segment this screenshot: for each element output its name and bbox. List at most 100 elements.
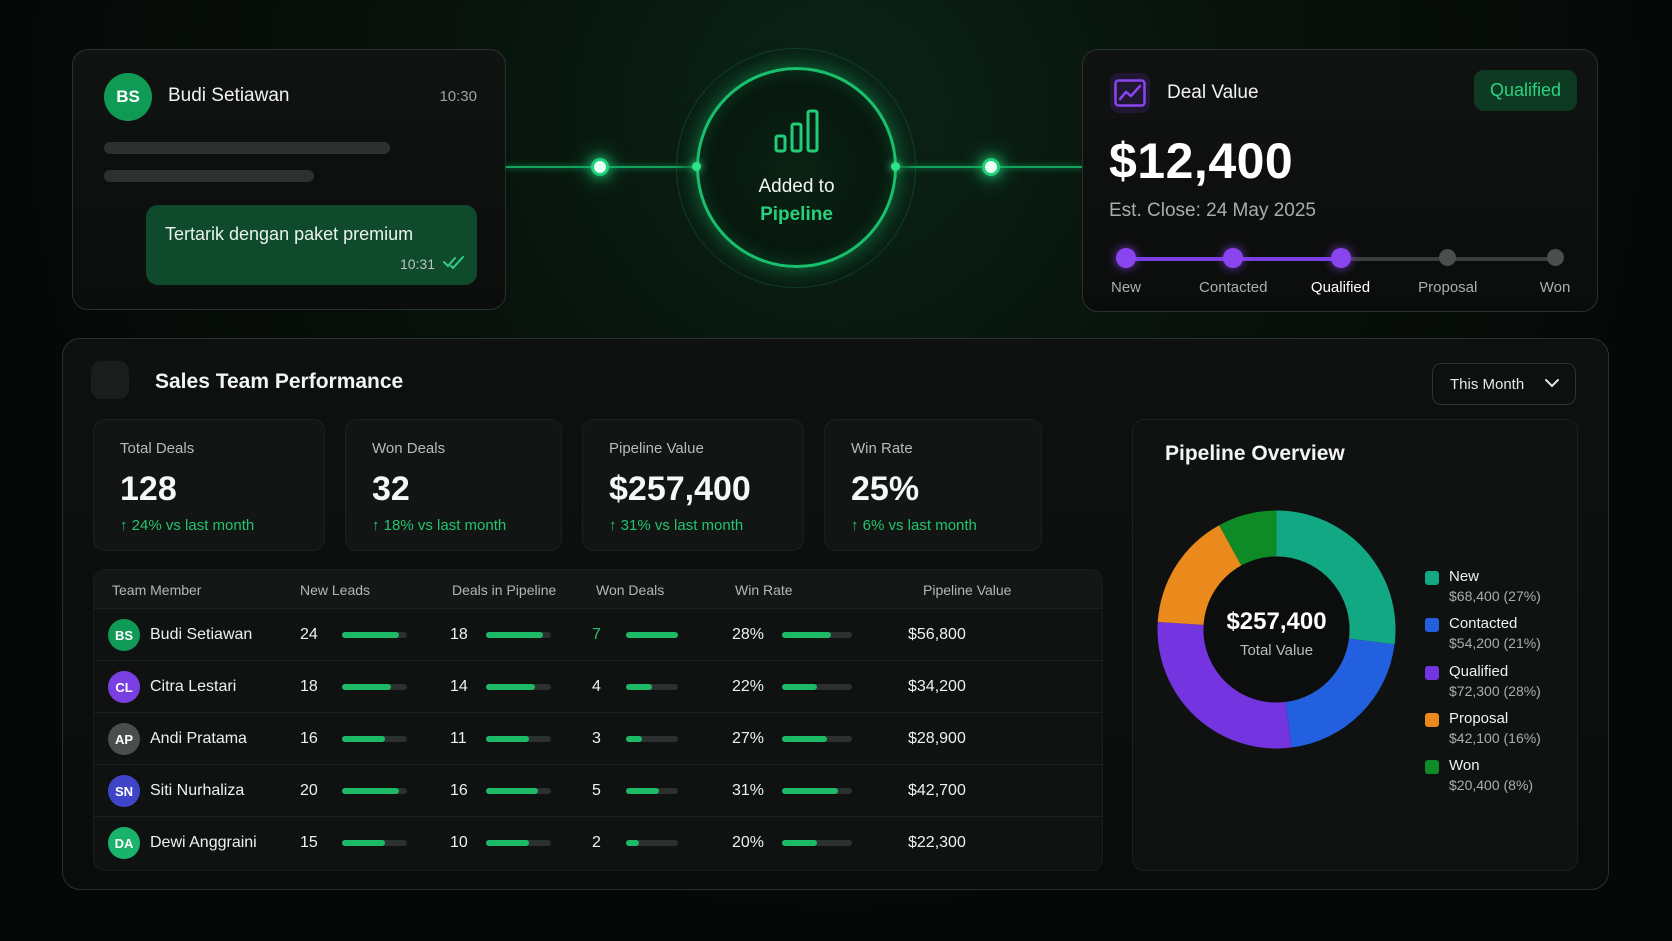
progress-bar xyxy=(782,736,852,742)
stage-dot xyxy=(1223,248,1244,268)
table-row[interactable]: AP Andi Pratama 16 11 3 27% $28,900 xyxy=(94,712,1102,764)
legend-label: Won xyxy=(1449,757,1480,774)
member-name: Andi Pratama xyxy=(150,730,247,747)
stat-card-won-deals: Won Deals 32 ↑ 18% vs last month xyxy=(345,419,562,551)
avatar: BS xyxy=(104,73,152,121)
legend-value: $20,400 (8%) xyxy=(1449,777,1534,793)
progress-bar xyxy=(486,840,551,846)
stage-label: Contacted xyxy=(1199,279,1268,296)
deal-card: Deal Value Qualified $12,400 Est. Close:… xyxy=(1082,49,1598,312)
progress-fill xyxy=(626,840,639,846)
chevron-down-icon xyxy=(1545,379,1559,388)
avatar: AP xyxy=(108,723,140,755)
table-row[interactable]: CL Citra Lestari 18 14 4 22% $34,200 xyxy=(94,660,1102,712)
stage-label: Qualified xyxy=(1310,279,1371,296)
avatar: BS xyxy=(108,619,140,651)
progress-fill xyxy=(486,736,529,742)
chat-timestamp: 10:30 xyxy=(439,88,477,105)
cell-win-rate: 31% xyxy=(732,782,765,799)
table-row[interactable]: BS Budi Setiawan 24 18 7 28% $56,800 xyxy=(94,608,1102,660)
stat-card-pipeline-value: Pipeline Value $257,400 ↑ 31% vs last mo… xyxy=(582,419,804,551)
progress-bar xyxy=(782,684,852,690)
cell-won: 5 xyxy=(592,782,601,799)
avatar: CL xyxy=(108,671,140,703)
progress-fill xyxy=(342,684,391,690)
column-header: Won Deals xyxy=(596,582,665,598)
cell-new-leads: 15 xyxy=(300,834,318,851)
period-value: This Month xyxy=(1450,375,1525,393)
progress-bar xyxy=(782,788,852,794)
progress-fill xyxy=(782,684,817,690)
progress-bar xyxy=(626,840,678,846)
table-row[interactable]: DA Dewi Anggraini 15 10 2 20% $22,300 xyxy=(94,816,1102,868)
progress-fill xyxy=(782,632,831,638)
progress-bar xyxy=(626,788,678,794)
cell-pipeline-value: $34,200 xyxy=(908,678,966,695)
progress-fill xyxy=(342,736,385,742)
stat-card-total-deals: Total Deals 128 ↑ 24% vs last month xyxy=(93,419,325,551)
donut-slice-qualified[interactable] xyxy=(1157,622,1292,749)
panel-title: Sales Team Performance xyxy=(155,370,404,393)
stat-change: ↑ 31% vs last month xyxy=(609,517,743,534)
stage-dot xyxy=(1439,249,1457,266)
arrow-up-icon: ↑ xyxy=(372,517,384,534)
cell-pipeline-value: $56,800 xyxy=(908,626,966,643)
progress-bar xyxy=(782,632,852,638)
donut-hole xyxy=(1203,556,1350,703)
progress-fill xyxy=(782,788,838,794)
cell-new-leads: 20 xyxy=(300,782,318,799)
progress-bar xyxy=(342,788,407,794)
cell-win-rate: 27% xyxy=(732,730,765,747)
cell-new-leads: 24 xyxy=(300,626,318,643)
stat-label: Win Rate xyxy=(851,440,913,457)
legend-value: $72,300 (28%) xyxy=(1449,683,1541,699)
status-badge: Qualified xyxy=(1473,70,1577,111)
connector-node xyxy=(591,158,609,176)
stat-change: ↑ 18% vs last month xyxy=(372,517,506,534)
stage-label: Won xyxy=(1539,279,1571,296)
stat-change-text: 24% vs last month xyxy=(131,517,255,534)
cell-won: 3 xyxy=(592,730,601,747)
sales-performance-panel: Sales Team Performance This Month Total … xyxy=(62,338,1609,890)
stat-change: ↑ 24% vs last month xyxy=(120,517,254,534)
donut-slice-won[interactable] xyxy=(1219,510,1277,566)
stat-value: 25% xyxy=(851,470,920,508)
pipeline-overview-card: Pipeline Overview $257,400 Total Value N… xyxy=(1132,419,1578,871)
donut-slice-proposal[interactable] xyxy=(1157,525,1242,625)
stage-label: Proposal xyxy=(1418,279,1478,296)
progress-bar xyxy=(626,736,678,742)
progress-bar xyxy=(342,736,407,742)
progress-fill xyxy=(782,840,817,846)
message-bubble: Tertarik dengan paket premium 10:31 xyxy=(146,205,477,285)
pipeline-badge-label: Added to xyxy=(758,176,835,197)
legend-label: New xyxy=(1449,568,1480,585)
table-header: Team Member New Leads Deals in Pipeline … xyxy=(94,570,1102,608)
legend-value: $42,100 (16%) xyxy=(1449,730,1541,746)
legend-swatch xyxy=(1425,713,1439,727)
legend-value: $68,400 (27%) xyxy=(1449,588,1541,604)
donut-slice-new[interactable] xyxy=(1276,510,1396,645)
connector-joint xyxy=(692,162,701,171)
contact-name: Budi Setiawan xyxy=(168,85,290,106)
progress-bar xyxy=(342,684,407,690)
progress-fill xyxy=(486,684,535,690)
progress-bar xyxy=(486,788,551,794)
stat-change-text: 18% vs last month xyxy=(383,517,507,534)
stat-card-win-rate: Win Rate 25% ↑ 6% vs last month xyxy=(824,419,1042,551)
cell-new-leads: 18 xyxy=(300,678,318,695)
period-dropdown[interactable]: This Month xyxy=(1432,363,1576,405)
added-to-pipeline-badge: Added to Pipeline xyxy=(696,67,897,268)
progress-fill xyxy=(486,632,544,638)
cell-pipeline: 14 xyxy=(450,678,468,695)
member-name: Citra Lestari xyxy=(150,678,237,695)
message-text: Tertarik dengan paket premium xyxy=(165,224,414,244)
donut-slice-contacted[interactable] xyxy=(1285,638,1395,748)
bar-chart-icon xyxy=(774,109,819,153)
avatar: DA xyxy=(108,827,140,859)
progress-bar xyxy=(782,840,852,846)
progress-fill xyxy=(626,736,642,742)
cell-pipeline: 10 xyxy=(450,834,468,851)
cell-pipeline: 16 xyxy=(450,782,468,799)
table-row[interactable]: SN Siti Nurhaliza 20 16 5 31% $42,700 xyxy=(94,764,1102,816)
member-name: Budi Setiawan xyxy=(150,626,253,643)
